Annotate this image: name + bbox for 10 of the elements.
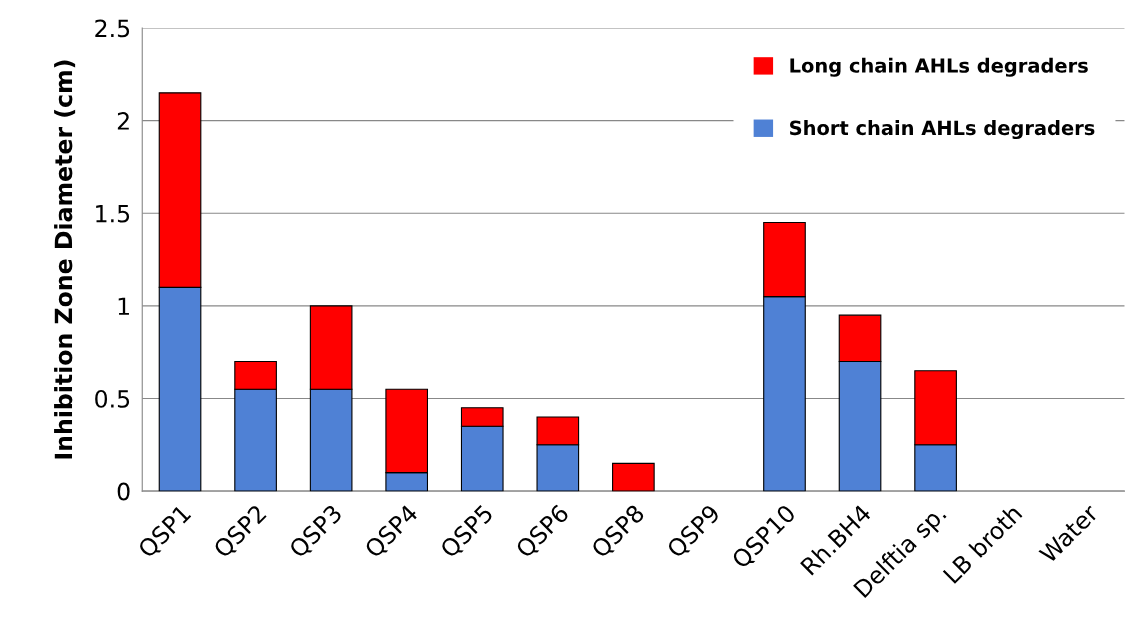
legend-label: Short chain AHLs degraders bbox=[790, 120, 1095, 140]
legend-label: Long chain AHLs degraders bbox=[790, 57, 1088, 77]
y-tick-label: 0.5 bbox=[95, 389, 130, 408]
y-axis-title: Inhibition Zone Diameter (cm) bbox=[54, 60, 76, 459]
y-tick-label: 2.5 bbox=[95, 19, 130, 38]
y-tick-label: 1.5 bbox=[96, 205, 130, 223]
bar bbox=[612, 462, 655, 492]
y-tick-label: 0 bbox=[117, 482, 130, 501]
y-tick-label: 1 bbox=[118, 297, 129, 315]
y-tick-label: 2 bbox=[117, 112, 129, 130]
